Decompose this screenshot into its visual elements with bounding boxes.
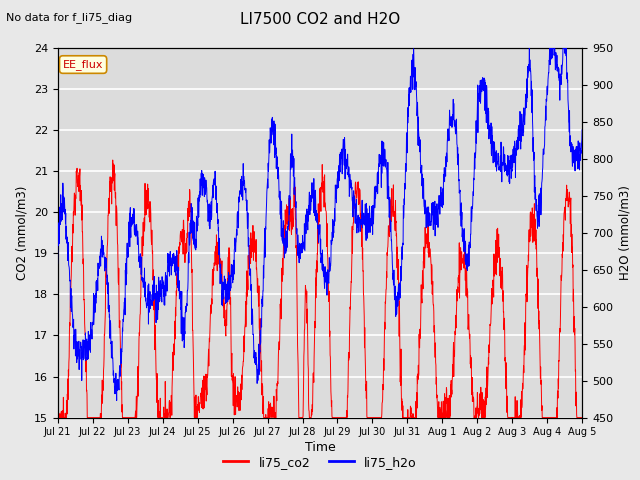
Text: EE_flux: EE_flux xyxy=(63,59,103,70)
Text: LI7500 CO2 and H2O: LI7500 CO2 and H2O xyxy=(240,12,400,27)
Y-axis label: H2O (mmol/m3): H2O (mmol/m3) xyxy=(619,185,632,280)
Legend: li75_co2, li75_h2o: li75_co2, li75_h2o xyxy=(218,451,422,474)
X-axis label: Time: Time xyxy=(305,442,335,455)
Text: No data for f_li75_diag: No data for f_li75_diag xyxy=(6,12,132,23)
Y-axis label: CO2 (mmol/m3): CO2 (mmol/m3) xyxy=(15,186,28,280)
